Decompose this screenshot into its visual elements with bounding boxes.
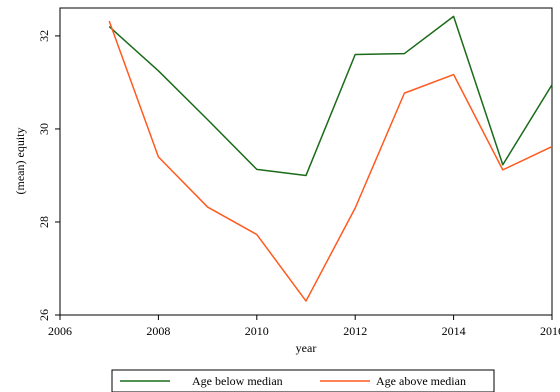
legend-box	[111, 369, 495, 392]
x-tick-label: 2012	[343, 324, 367, 338]
x-axis: 2006 2008 2010 2012 2014 2016	[48, 315, 560, 338]
y-axis-title: (mean) equity	[13, 128, 27, 195]
x-tick-label: 2006	[48, 324, 72, 338]
legend-label-age-above-median: Age above median	[376, 374, 466, 388]
series-line-age-below-median	[108, 15, 553, 177]
y-tick-label: 26	[37, 309, 51, 321]
y-tick-label: 32	[37, 30, 51, 42]
x-tick-label: 2016	[540, 324, 560, 338]
y-tick-label: 30	[37, 123, 51, 135]
x-tick-label: 2014	[442, 324, 466, 338]
y-tick-label: 28	[37, 216, 51, 228]
x-axis-title: year	[296, 341, 317, 355]
y-axis: 26 28 30 32	[37, 30, 60, 321]
legend: Age below median Age above median	[111, 369, 495, 392]
plot-frame	[59, 7, 553, 316]
series-line-age-above-median	[108, 20, 553, 302]
x-tick-label: 2008	[146, 324, 170, 338]
x-tick-label: 2010	[245, 324, 269, 338]
legend-label-age-below-median: Age below median	[192, 374, 283, 388]
series-group	[108, 15, 553, 302]
